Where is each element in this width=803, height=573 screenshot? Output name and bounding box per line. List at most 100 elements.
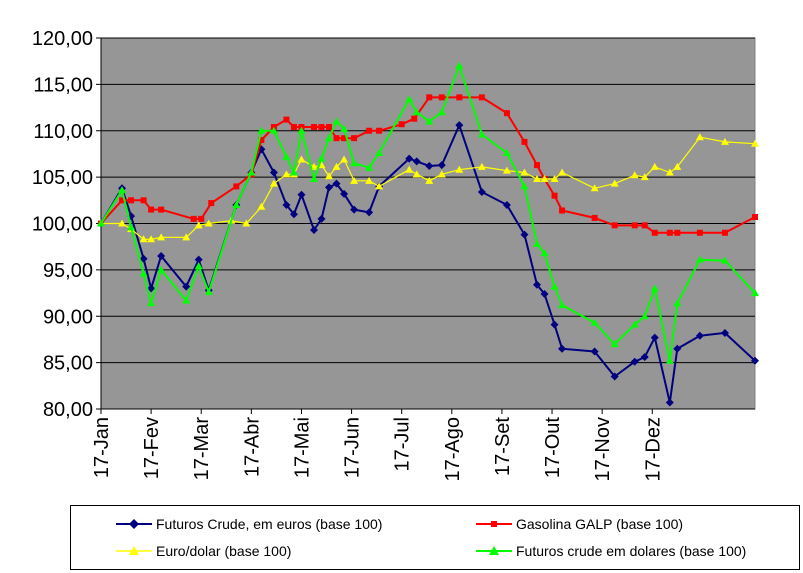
- data-point: [641, 222, 648, 229]
- series-line: [100, 64, 756, 362]
- data-point: [139, 254, 148, 263]
- data-point: [674, 229, 681, 236]
- data-point: [503, 110, 510, 117]
- data-point: [550, 174, 559, 182]
- data-point: [269, 179, 278, 187]
- data-point: [365, 208, 374, 217]
- y-tick-label: 110,00: [33, 121, 93, 143]
- series-line: [100, 96, 756, 234]
- data-point: [590, 318, 599, 326]
- y-tick-label: 95,00: [43, 260, 93, 282]
- data-point: [376, 127, 383, 134]
- data-point: [326, 124, 333, 131]
- data-point: [247, 168, 256, 176]
- x-tick-label: 17-Mai: [291, 417, 313, 478]
- data-point: [540, 249, 549, 257]
- data-point: [550, 282, 559, 290]
- data-point: [651, 229, 658, 236]
- data-point: [233, 183, 240, 190]
- data-point: [426, 94, 433, 101]
- data-point: [695, 331, 704, 340]
- data-point: [665, 398, 674, 407]
- legend-swatch-crude-euros: [116, 519, 152, 529]
- data-point: [425, 161, 434, 170]
- data-point: [310, 124, 317, 131]
- data-point: [696, 229, 703, 236]
- data-point: [289, 210, 298, 219]
- data-point: [139, 235, 148, 243]
- data-point: [148, 206, 155, 213]
- data-point: [282, 170, 291, 178]
- data-point: [551, 192, 558, 199]
- data-point: [559, 207, 566, 214]
- data-point: [720, 256, 729, 264]
- x-tick-label: 17-Nov: [592, 417, 614, 481]
- data-point: [405, 154, 414, 163]
- legend-label: Euro/dolar (base 100): [156, 543, 292, 559]
- data-point: [325, 172, 334, 180]
- data-point: [640, 173, 649, 181]
- x-tick-label: 17-Ago: [442, 417, 464, 482]
- y-tick-label: 90,00: [43, 306, 93, 328]
- legend-item-euro-dolar: Euro/dolar (base 100): [116, 541, 291, 561]
- data-point: [502, 200, 511, 209]
- data-point: [190, 215, 197, 222]
- data-point: [456, 94, 463, 101]
- data-point: [437, 108, 446, 116]
- data-point: [650, 333, 659, 342]
- y-tick-label: 120,00: [32, 28, 93, 50]
- data-point: [257, 202, 266, 210]
- data-point: [127, 223, 136, 231]
- data-point: [438, 94, 445, 101]
- data-point: [673, 162, 682, 170]
- data-point: [182, 296, 191, 304]
- data-point: [610, 372, 619, 381]
- data-point: [157, 233, 166, 241]
- data-point: [128, 197, 135, 204]
- data-point: [630, 171, 639, 179]
- x-tick-label: 17-Out: [542, 417, 564, 479]
- data-point: [340, 189, 349, 198]
- data-point: [317, 154, 326, 162]
- data-point: [695, 255, 704, 263]
- data-point: [97, 219, 105, 227]
- x-tick-label: 17-Abr: [241, 417, 263, 477]
- data-point: [340, 155, 349, 163]
- data-point: [147, 299, 156, 307]
- data-point: [318, 124, 325, 131]
- data-point: [350, 205, 359, 214]
- data-point: [412, 170, 421, 178]
- data-point: [665, 168, 674, 176]
- data-point: [550, 320, 559, 329]
- data-point: [118, 186, 127, 194]
- data-point: [412, 157, 421, 166]
- data-point: [425, 117, 434, 125]
- data-point: [119, 197, 126, 204]
- data-point: [411, 115, 418, 122]
- data-point: [398, 121, 405, 128]
- data-point: [520, 182, 529, 190]
- data-point: [631, 222, 638, 229]
- data-point: [673, 299, 682, 307]
- data-point: [521, 138, 528, 145]
- data-point: [590, 347, 599, 356]
- data-point: [533, 239, 541, 247]
- data-point: [297, 155, 306, 163]
- data-point: [666, 229, 673, 236]
- data-point: [147, 284, 156, 293]
- data-point: [590, 184, 599, 192]
- data-point: [269, 126, 278, 134]
- data-point: [558, 168, 567, 176]
- data-point: [325, 183, 334, 192]
- x-tick-label: 17-Set: [492, 417, 514, 476]
- data-point: [269, 168, 278, 177]
- data-point: [477, 130, 486, 138]
- y-tick-label: 85,00: [43, 353, 93, 375]
- data-point: [455, 61, 464, 69]
- data-point: [283, 116, 290, 123]
- data-point: [375, 149, 384, 157]
- legend-item-crude-euros: Futuros Crude, em euros (base 100): [116, 514, 382, 534]
- legend-item-gasolina: Gasolina GALP (base 100): [476, 514, 683, 534]
- data-point: [332, 162, 341, 170]
- x-tick-label: 17-Fev: [141, 417, 163, 479]
